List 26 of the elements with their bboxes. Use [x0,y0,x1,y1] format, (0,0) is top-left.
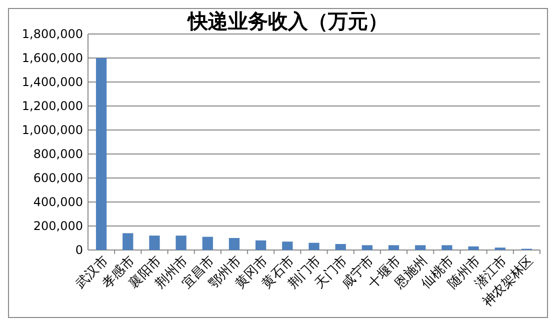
bar [202,236,213,250]
bar [96,58,107,250]
bar [442,245,452,250]
bar [388,245,400,250]
bar [468,246,479,250]
y-tick-label: 600,000 [33,171,83,186]
bar [256,240,266,250]
y-tick-label: 1,000,000 [22,123,83,138]
bar [176,236,186,250]
chart-title: 快递业务收入（万元） [186,9,388,33]
y-tick-label: 1,600,000 [22,51,83,66]
y-tick-label: 1,400,000 [22,75,83,90]
bar [308,242,320,250]
bar [415,245,426,250]
y-tick-label: 400,000 [33,195,83,210]
bar [228,238,240,250]
bar [362,245,372,250]
y-tick-label: 0 [75,243,83,258]
bar [122,233,134,250]
y-tick-label: 1,800,000 [22,27,83,42]
bar [149,236,160,250]
bar [282,242,293,250]
bar [335,244,346,250]
y-tick-label: 1,200,000 [22,99,83,114]
y-tick-label: 200,000 [33,219,83,234]
y-tick-label: 800,000 [33,147,83,162]
